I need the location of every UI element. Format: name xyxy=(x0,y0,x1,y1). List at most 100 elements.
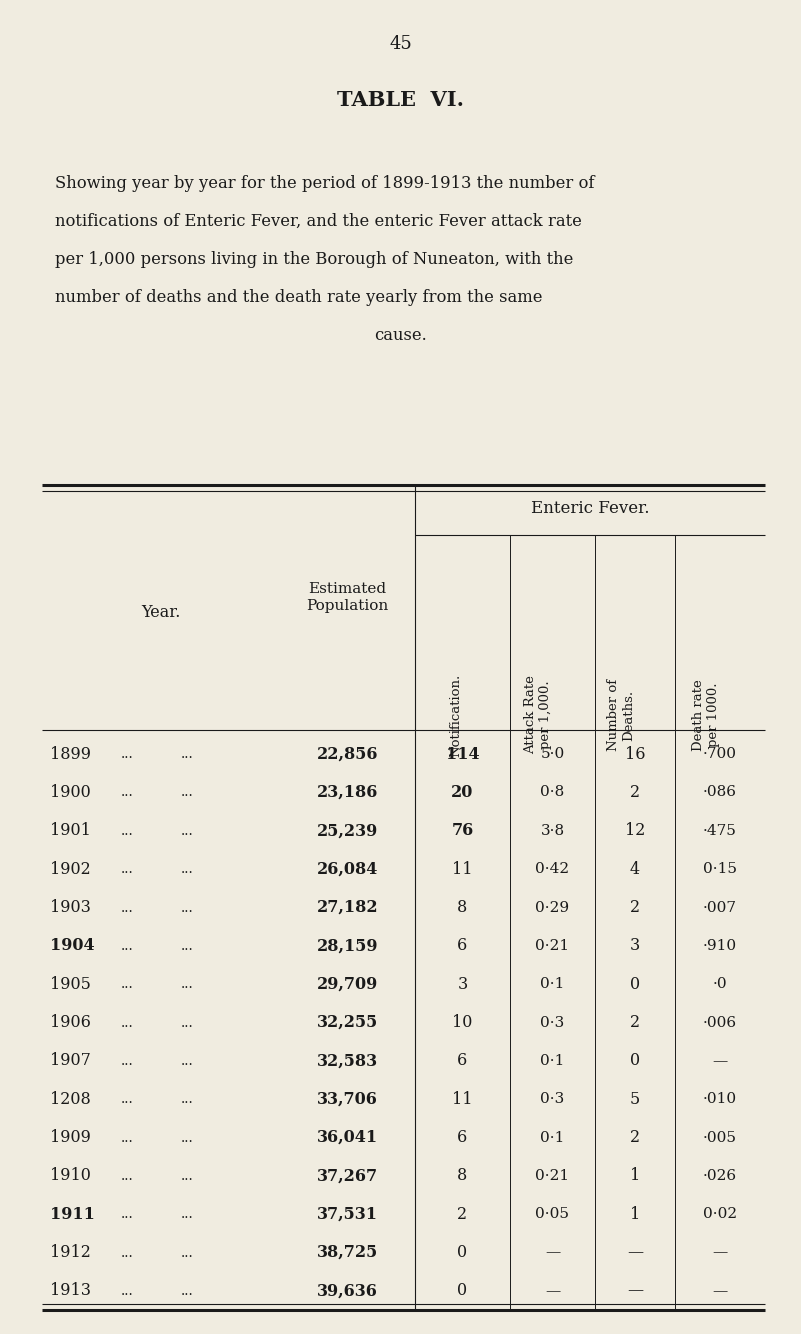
Text: TABLE  VI.: TABLE VI. xyxy=(337,89,464,109)
Text: 0·29: 0·29 xyxy=(535,900,570,915)
Text: ...: ... xyxy=(180,786,193,799)
Text: 76: 76 xyxy=(452,822,473,839)
Text: 0·15: 0·15 xyxy=(703,862,737,876)
Text: per 1,000 persons living in the Borough of Nuneaton, with the: per 1,000 persons living in the Borough … xyxy=(55,251,574,268)
Text: 1: 1 xyxy=(630,1167,640,1185)
Text: 2: 2 xyxy=(457,1206,468,1223)
Text: ·086: ·086 xyxy=(703,786,737,799)
Text: 2: 2 xyxy=(630,784,640,800)
Text: 6: 6 xyxy=(457,1129,468,1146)
Text: ...: ... xyxy=(121,824,134,838)
Text: 0: 0 xyxy=(630,1053,640,1070)
Text: 1901: 1901 xyxy=(50,822,91,839)
Text: 38,725: 38,725 xyxy=(317,1245,378,1261)
Text: 4: 4 xyxy=(630,860,640,878)
Text: ...: ... xyxy=(180,824,193,838)
Text: —: — xyxy=(712,1283,727,1298)
Text: —: — xyxy=(712,1054,727,1067)
Text: 0·1: 0·1 xyxy=(541,978,565,991)
Text: Death rate
per 1000.: Death rate per 1000. xyxy=(692,679,720,751)
Text: Showing year by year for the period of 1899-1913 the number of: Showing year by year for the period of 1… xyxy=(55,175,594,192)
Text: 28,159: 28,159 xyxy=(316,938,378,954)
Text: 114: 114 xyxy=(445,746,479,763)
Text: ·700: ·700 xyxy=(703,747,737,762)
Text: ...: ... xyxy=(121,1130,134,1145)
Text: Estimated
Population: Estimated Population xyxy=(306,582,388,614)
Text: 1911: 1911 xyxy=(50,1206,95,1223)
Text: 37,531: 37,531 xyxy=(317,1206,378,1223)
Text: ...: ... xyxy=(121,1246,134,1259)
Text: 25,239: 25,239 xyxy=(317,822,378,839)
Text: 0·3: 0·3 xyxy=(541,1015,565,1030)
Text: ...: ... xyxy=(121,1054,134,1067)
Text: 0·1: 0·1 xyxy=(541,1130,565,1145)
Text: ...: ... xyxy=(121,900,134,915)
Text: ...: ... xyxy=(121,939,134,952)
Text: ...: ... xyxy=(180,1093,193,1106)
Text: 1907: 1907 xyxy=(50,1053,91,1070)
Text: 8: 8 xyxy=(457,1167,468,1185)
Text: —: — xyxy=(545,1246,560,1259)
Text: 3·8: 3·8 xyxy=(541,824,565,838)
Text: 1900: 1900 xyxy=(50,784,91,800)
Text: ...: ... xyxy=(180,1015,193,1030)
Text: 32,583: 32,583 xyxy=(317,1053,378,1070)
Text: 1899: 1899 xyxy=(50,746,91,763)
Text: 1: 1 xyxy=(630,1206,640,1223)
Text: Year.: Year. xyxy=(141,604,181,622)
Text: 3: 3 xyxy=(630,938,640,954)
Text: 11: 11 xyxy=(453,1091,473,1107)
Text: 6: 6 xyxy=(457,1053,468,1070)
Text: 23,186: 23,186 xyxy=(317,784,378,800)
Text: ...: ... xyxy=(180,1130,193,1145)
Text: 5: 5 xyxy=(630,1091,640,1107)
Text: cause.: cause. xyxy=(374,327,427,344)
Text: Enteric Fever.: Enteric Fever. xyxy=(531,500,650,518)
Text: ...: ... xyxy=(180,978,193,991)
Text: ...: ... xyxy=(180,862,193,876)
Text: ...: ... xyxy=(121,747,134,762)
Text: 0: 0 xyxy=(457,1245,468,1261)
Text: 1903: 1903 xyxy=(50,899,91,916)
Text: 1906: 1906 xyxy=(50,1014,91,1031)
Text: 1912: 1912 xyxy=(50,1245,91,1261)
Text: ...: ... xyxy=(180,1169,193,1183)
Text: ·005: ·005 xyxy=(703,1130,737,1145)
Text: 1902: 1902 xyxy=(50,860,91,878)
Text: 0: 0 xyxy=(630,975,640,992)
Text: 8: 8 xyxy=(457,899,468,916)
Text: ...: ... xyxy=(121,1283,134,1298)
Text: —: — xyxy=(627,1245,643,1261)
Text: 32,255: 32,255 xyxy=(317,1014,378,1031)
Text: 0·21: 0·21 xyxy=(535,939,570,952)
Text: —: — xyxy=(545,1283,560,1298)
Text: 2: 2 xyxy=(630,1014,640,1031)
Text: 0·3: 0·3 xyxy=(541,1093,565,1106)
Text: 0·1: 0·1 xyxy=(541,1054,565,1067)
Text: 39,636: 39,636 xyxy=(317,1282,378,1299)
Text: 27,182: 27,182 xyxy=(316,899,378,916)
Text: 12: 12 xyxy=(625,822,645,839)
Text: ·010: ·010 xyxy=(703,1093,737,1106)
Text: ...: ... xyxy=(121,862,134,876)
Text: ...: ... xyxy=(180,1246,193,1259)
Text: 45: 45 xyxy=(389,35,412,53)
Text: 0·8: 0·8 xyxy=(541,786,565,799)
Text: ...: ... xyxy=(121,978,134,991)
Text: 20: 20 xyxy=(451,784,473,800)
Text: ...: ... xyxy=(121,1093,134,1106)
Text: ·006: ·006 xyxy=(703,1015,737,1030)
Text: Attack Rate
per 1,000.: Attack Rate per 1,000. xyxy=(525,675,553,755)
Text: 11: 11 xyxy=(453,860,473,878)
Text: 1208: 1208 xyxy=(50,1091,91,1107)
Text: ...: ... xyxy=(180,1054,193,1067)
Text: number of deaths and the death rate yearly from the same: number of deaths and the death rate year… xyxy=(55,289,542,305)
Text: —: — xyxy=(627,1282,643,1299)
Text: 29,709: 29,709 xyxy=(317,975,378,992)
Text: 36,041: 36,041 xyxy=(317,1129,378,1146)
Text: 0·02: 0·02 xyxy=(703,1207,737,1221)
Text: 5·0: 5·0 xyxy=(541,747,565,762)
Text: 0·05: 0·05 xyxy=(536,1207,570,1221)
Text: ...: ... xyxy=(180,939,193,952)
Text: Number of
Deaths.: Number of Deaths. xyxy=(607,679,635,751)
